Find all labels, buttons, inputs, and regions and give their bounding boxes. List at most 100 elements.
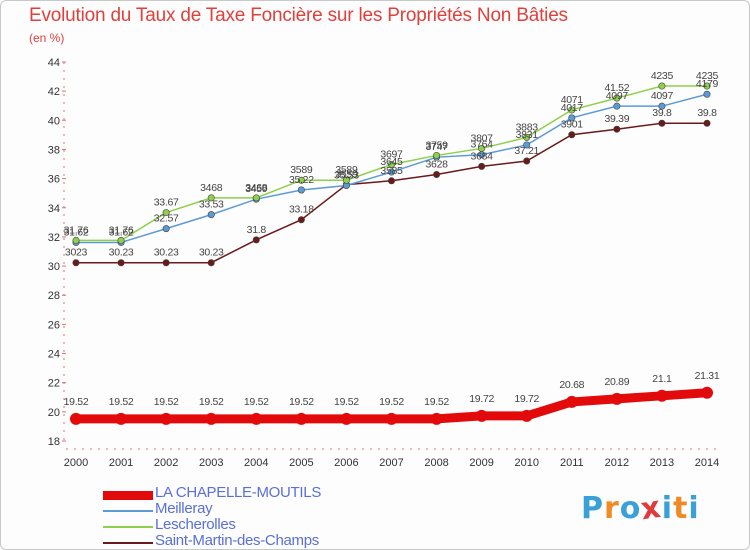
data-point (703, 90, 711, 98)
x-tick-label: 2013 (650, 457, 674, 469)
logo-letter: x (639, 489, 665, 528)
data-label: 3589 (335, 164, 358, 176)
data-point (430, 412, 443, 425)
series-saint-martin-des-champs (72, 119, 711, 267)
data-label: 4179 (696, 78, 719, 90)
data-label: 3764 (471, 139, 494, 151)
logo-letter: i (661, 491, 674, 526)
data-label: 39.39 (604, 113, 629, 125)
data-label: 4097 (606, 90, 629, 102)
data-label: 33.53 (199, 199, 224, 211)
data-point (115, 412, 128, 425)
data-label: 20.89 (604, 376, 629, 388)
y-tick-label: 32 (48, 232, 60, 244)
data-point (207, 194, 215, 202)
data-label: 3468 (245, 182, 268, 194)
data-point (72, 236, 80, 244)
data-label: 19.72 (514, 393, 539, 405)
data-point (613, 102, 621, 110)
data-label: 31.8 (247, 224, 267, 236)
data-label: 19.52 (154, 396, 179, 408)
data-point (568, 114, 576, 122)
logo-letter: P (581, 491, 604, 526)
data-point (252, 236, 260, 244)
data-label: 31.62 (64, 226, 89, 238)
data-point (252, 194, 260, 202)
data-label: 37.21 (514, 145, 539, 157)
y-tick-label: 28 (48, 290, 60, 302)
data-point (520, 409, 533, 422)
data-point (162, 209, 170, 217)
data-label: 3883 (516, 121, 539, 133)
data-point (478, 144, 486, 152)
data-point (701, 386, 713, 399)
data-label: 4235 (651, 70, 674, 82)
data-label: 4235 (696, 70, 719, 82)
x-tick-label: 2014 (695, 457, 719, 469)
legend-item-lescherolles: Lescherolles (103, 516, 236, 535)
data-label: 39.8 (652, 107, 672, 119)
data-point (117, 259, 125, 267)
legend-label: LA CHAPELLE-MOUTILS (155, 484, 322, 501)
data-label: 19.52 (199, 396, 224, 408)
x-tick-label: 2009 (469, 457, 493, 469)
data-label: 3747 (425, 141, 448, 153)
data-point (387, 177, 395, 185)
data-label: 3023 (65, 247, 88, 259)
data-label: 3559 (335, 169, 358, 181)
series-line (76, 122, 707, 264)
data-label: 3807 (471, 132, 494, 144)
data-label: 33.67 (154, 197, 179, 209)
y-tick-label: 40 (48, 115, 60, 127)
data-point (162, 225, 170, 233)
data-labels: 3023 30.23 30.23 30.23 31.8 33.18 3559 3585 3628… (64, 70, 721, 408)
legend-swatch-lescherolles (103, 526, 153, 528)
data-label: 20.68 (559, 379, 584, 391)
data-point (655, 389, 668, 402)
data-label: 19.52 (64, 396, 89, 408)
data-point (117, 236, 125, 244)
data-point (523, 133, 531, 141)
data-label: 19.52 (109, 396, 134, 408)
data-label: 3645 (380, 156, 403, 168)
y-tick-label: 34 (48, 203, 60, 215)
data-label: 19.72 (469, 393, 494, 405)
data-point (160, 412, 173, 425)
data-point (297, 186, 305, 194)
y-tick-label: 30 (48, 261, 60, 273)
data-point (207, 259, 215, 267)
x-tick-label: 2007 (379, 457, 403, 469)
y-tick-label: 20 (48, 407, 60, 419)
data-point (340, 412, 353, 425)
data-point (475, 409, 488, 422)
data-point (295, 412, 308, 425)
data-label: 30.23 (154, 247, 179, 259)
y-tick-label: 18 (48, 436, 60, 448)
data-point (658, 82, 666, 90)
x-tick-label: 2000 (64, 457, 88, 469)
data-label: 3831 (516, 129, 539, 141)
legend-item-saint-martin-des-champs: Saint-Martin-des-Champs (103, 532, 319, 549)
data-label: 31.76 (109, 224, 134, 236)
data-point (703, 82, 711, 90)
data-point (433, 171, 441, 179)
data-label: 4017 (561, 102, 584, 114)
data-label: 3697 (380, 148, 403, 160)
y-tick-label: 22 (48, 378, 60, 390)
data-point (385, 412, 398, 425)
x-tick-label: 2010 (514, 457, 538, 469)
data-label: 19.52 (424, 396, 449, 408)
data-label: 35.22 (289, 174, 314, 186)
axes: 18 20 22 24 26 28 30 32 34 36 38 40 42 44 2000 2001 2002… (48, 57, 719, 469)
data-point (387, 168, 395, 176)
x-tick-label: 2003 (199, 457, 223, 469)
data-label: 39.8 (697, 107, 717, 119)
data-point (478, 162, 486, 170)
legend-label: Saint-Martin-des-Champs (155, 532, 319, 549)
y-tick-label: 44 (48, 57, 60, 69)
data-label: 19.52 (244, 396, 269, 408)
legend-label: Lescherolles (155, 516, 236, 533)
data-label: 3628 (425, 159, 448, 171)
x-tick-label: 2011 (560, 457, 584, 469)
